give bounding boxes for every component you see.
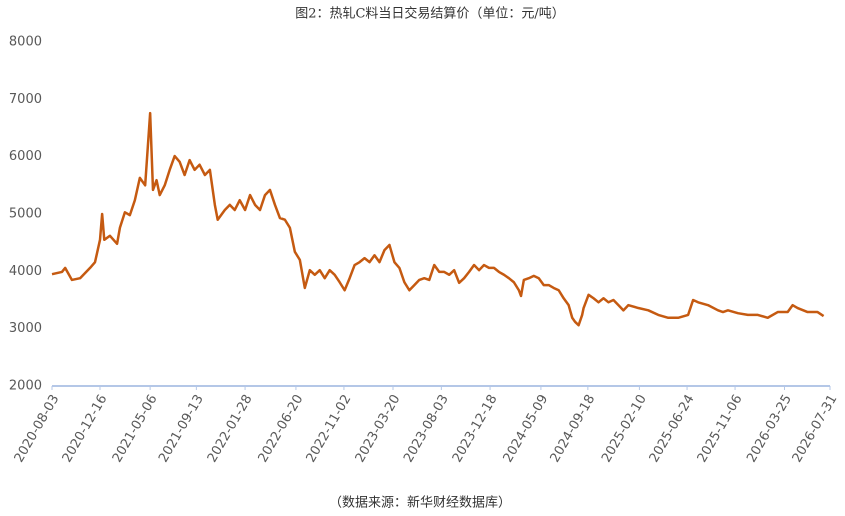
x-tick-label: 2026-03-25 [744,392,795,465]
x-tick-label: 2021-05-06 [110,392,161,465]
y-tick-label: 6000 [9,149,42,164]
x-tick-label: 2020-12-16 [60,392,111,465]
x-tick-label: 2026-07-31 [790,392,841,465]
y-tick-label: 8000 [9,35,42,50]
x-tick-label: 2022-01-28 [205,392,256,465]
chart-title: 图2：热轧C料当日交易结算价（单位：元/吨） [295,6,565,22]
x-tick-label: 2025-06-24 [647,392,698,465]
source-note: （数据来源：新华财经数据库） [329,495,511,511]
x-tick-label: 2022-06-20 [256,392,307,465]
x-tick-label: 2023-03-20 [353,392,404,465]
y-tick-label: 5000 [9,207,42,222]
x-tick-label: 2024-05-09 [501,392,552,465]
x-tick-label: 2023-12-18 [450,392,501,465]
x-tick-label: 2024-09-18 [548,392,599,465]
x-tick-label: 2021-09-13 [156,392,207,465]
y-tick-label: 2000 [9,379,42,394]
x-tick-label: 2025-11-06 [695,392,746,465]
x-tick-label: 2020-08-03 [12,392,63,465]
y-tick-label: 7000 [9,92,42,107]
y-tick-label: 3000 [9,321,42,336]
price-line [51,111,825,327]
x-tick-label: 2023-08-03 [401,392,452,465]
x-tick-label: 2022-11-02 [304,392,355,465]
x-tick-label: 2025-02-10 [599,392,650,465]
y-tick-label: 4000 [9,264,42,279]
